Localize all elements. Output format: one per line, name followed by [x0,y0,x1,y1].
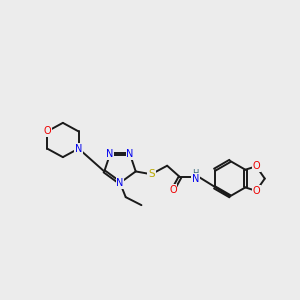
Text: H: H [193,169,199,178]
Text: S: S [148,169,155,179]
Text: N: N [116,178,124,188]
Text: O: O [43,126,51,136]
Text: O: O [169,185,177,195]
Text: O: O [252,161,260,171]
Text: N: N [75,144,82,154]
Text: N: N [126,149,134,159]
Text: O: O [252,186,260,196]
Text: N: N [106,149,114,159]
Text: N: N [192,174,200,184]
